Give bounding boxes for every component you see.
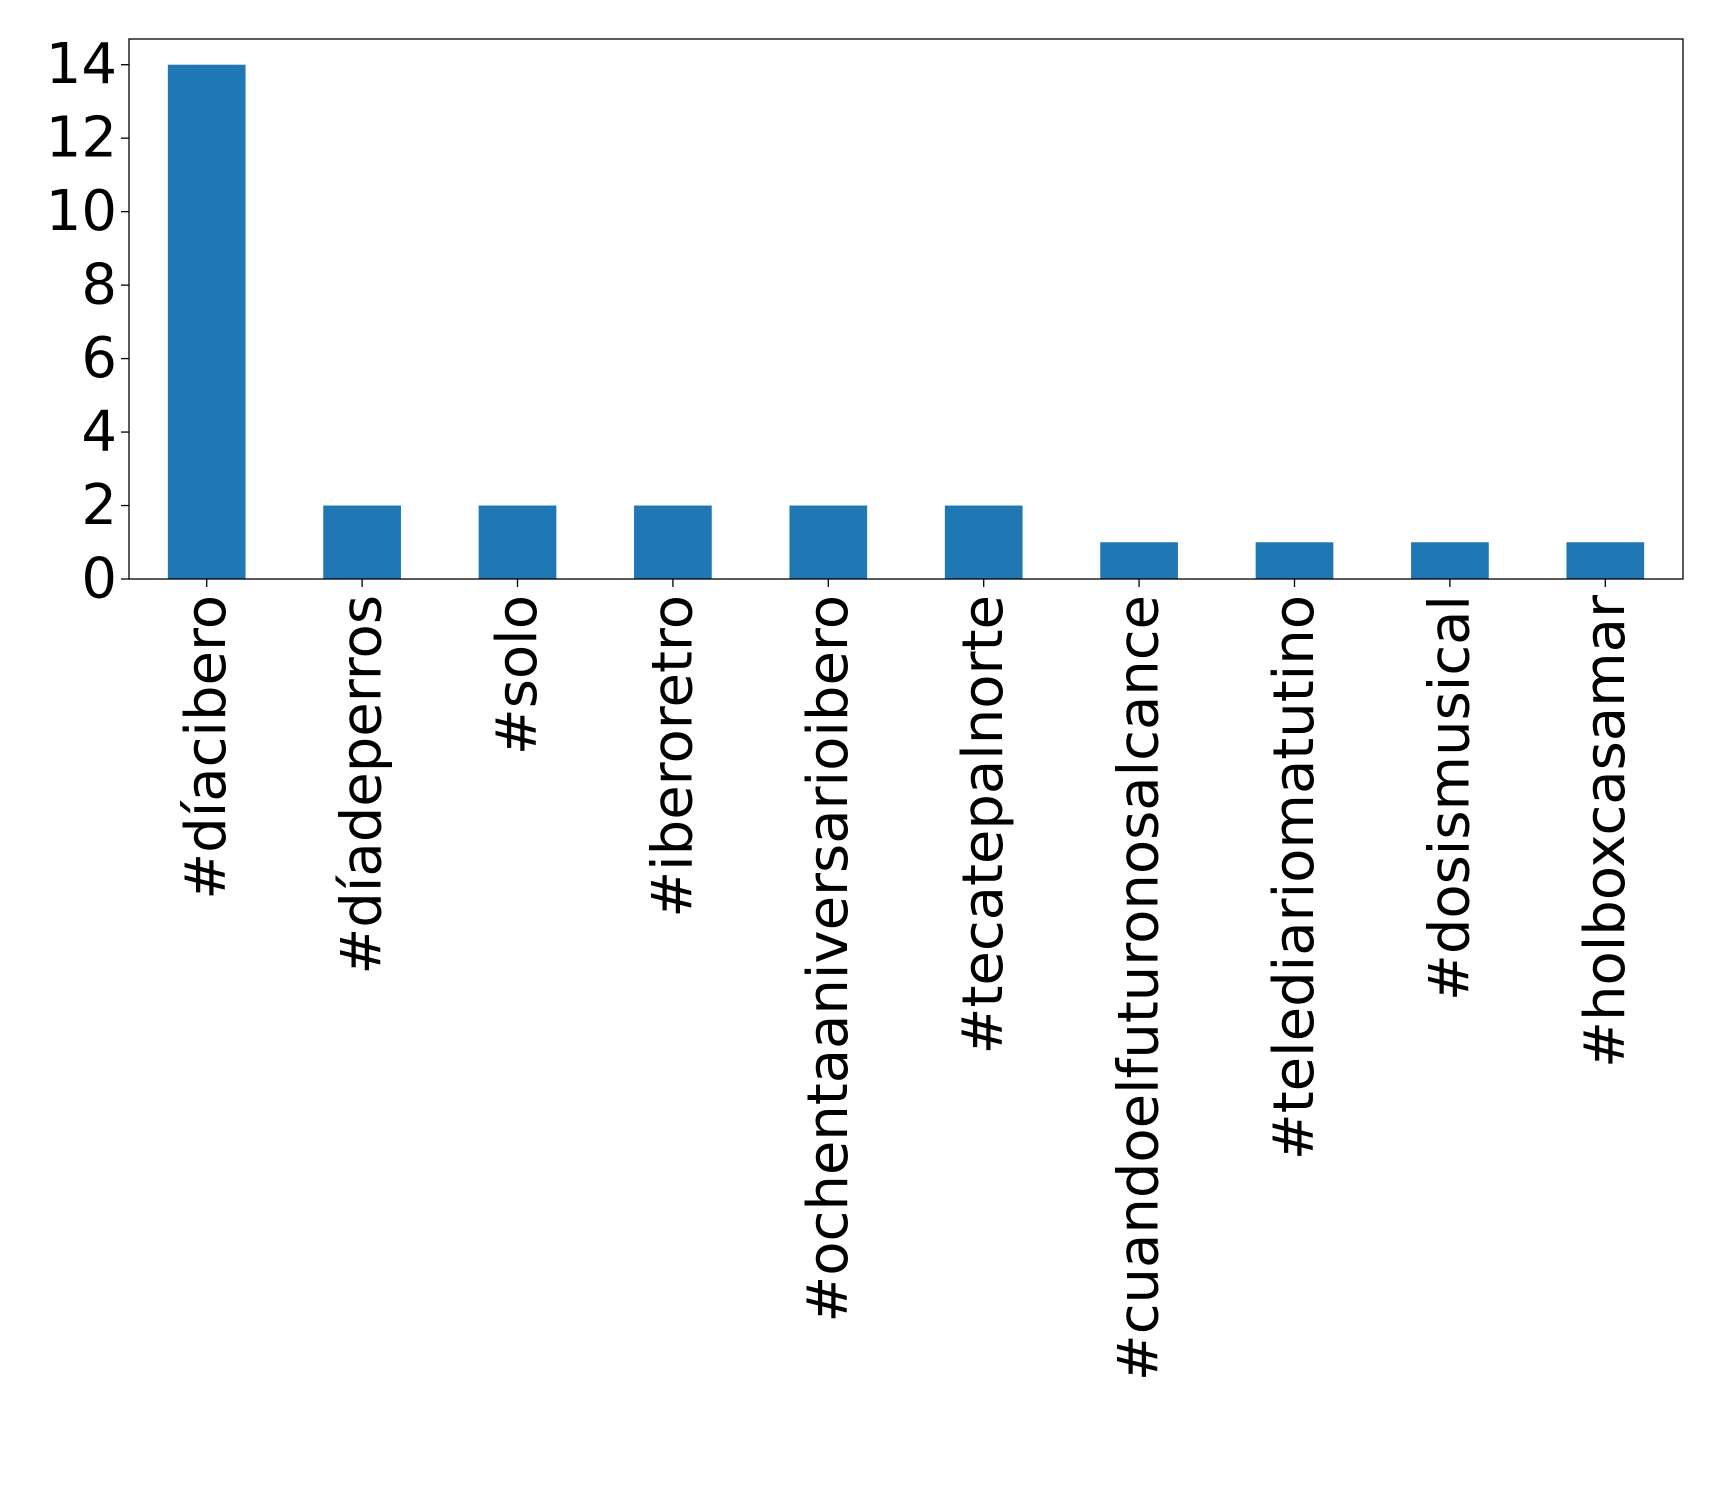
x-tick-label: #telediariomatutino	[1262, 595, 1327, 1160]
y-tick-label: 4	[81, 400, 117, 465]
bar	[1255, 542, 1334, 579]
bar	[167, 64, 246, 579]
y-tick-label: 6	[81, 326, 117, 391]
bars-group	[167, 64, 1645, 579]
x-tick-label: #solo	[485, 595, 550, 755]
bar	[789, 505, 868, 579]
plot-area-frame	[128, 38, 1684, 580]
x-tick-label: #díacibero	[174, 595, 239, 900]
x-tick-label: #díadeperros	[330, 595, 395, 975]
bar	[944, 505, 1023, 579]
y-tick-label: 10	[46, 179, 117, 244]
x-tick-label: #dosismusical	[1417, 595, 1482, 1001]
bar	[323, 505, 401, 579]
y-tick-label: 0	[81, 547, 117, 612]
bar	[1100, 542, 1178, 579]
bar	[478, 505, 557, 579]
x-tick-label: #cuandoelfuturonosalcance	[1107, 595, 1172, 1381]
bar	[1566, 542, 1645, 579]
x-tick-label: #holboxcasamar	[1573, 594, 1638, 1068]
y-tick-label: 12	[46, 106, 117, 171]
x-tick-label: #tecatepalnorte	[951, 595, 1016, 1054]
x-tick-label: #ochentaaniversarioibero	[796, 595, 861, 1323]
y-tick-label: 2	[81, 473, 117, 538]
y-axis: 0 2 4 6 8 10 12 14	[46, 32, 129, 612]
y-tick-label: 8	[81, 253, 117, 318]
x-tick-label: #iberoretro	[640, 595, 705, 918]
bar	[634, 505, 712, 579]
y-tick-label: 14	[46, 32, 117, 97]
x-axis: #díacibero #díadeperros #solo #iberoretro #o…	[174, 579, 1638, 1381]
bar	[1411, 542, 1489, 579]
